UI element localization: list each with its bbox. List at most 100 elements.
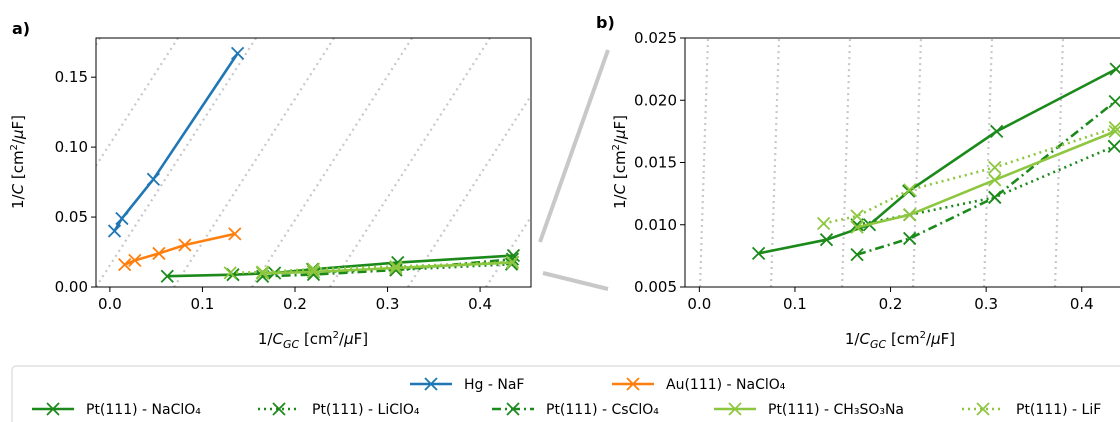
panel-a-ticks: 0.0 0.1 0.2 0.3 0.4 0.00 0.05 0.10 0.15 bbox=[55, 68, 492, 313]
panel-b-point-marker bbox=[1107, 139, 1120, 153]
panel-a-point-marker bbox=[107, 224, 122, 238]
legend-label: Pt(111) - LiClO₄ bbox=[312, 402, 420, 418]
panel-b-point-marker bbox=[988, 173, 1002, 187]
panel-b-guide-line bbox=[698, 38, 710, 287]
panel-a-ytick-label: 0.10 bbox=[55, 138, 88, 156]
panel-a-point-marker bbox=[255, 265, 270, 279]
panel-a-guide-line bbox=[798, 38, 958, 287]
panel-b-xtick-label: 0.4 bbox=[1070, 295, 1094, 313]
panel-b-guide-line bbox=[1053, 38, 1065, 287]
legend-label: Pt(111) - LiF bbox=[1016, 402, 1101, 418]
legend-item-pt-csclo4: Pt(111) - CsClO₄ bbox=[492, 402, 659, 418]
panel-b-point-marker bbox=[816, 216, 831, 231]
panel-b: b) 0.0 0.1 0.2 0.3 0.40.0050.0100.0150.0200.… bbox=[596, 13, 1120, 351]
panel-b-frame bbox=[684, 37, 1120, 288]
panel-b-point-marker bbox=[1109, 62, 1120, 76]
panel-b-point-marker bbox=[903, 183, 917, 197]
panel-a-xtick-label: 0.3 bbox=[376, 295, 400, 313]
panel-b-point-marker bbox=[1108, 121, 1120, 135]
panel-b-point-marker bbox=[751, 246, 766, 261]
panel-b-ylabel: 1/C [cm2/μF] bbox=[611, 115, 629, 209]
panel-a-letter: a) bbox=[12, 19, 30, 38]
panel-a-series-line bbox=[230, 260, 513, 275]
panel-a-series bbox=[107, 46, 521, 284]
panel-a-guide-line bbox=[96, 38, 179, 168]
zoom-connector-top bbox=[538, 49, 610, 243]
panel-a-point-marker bbox=[228, 227, 242, 241]
panel-b-guide-line bbox=[840, 38, 852, 287]
panel-b-ytick-label: 0.010 bbox=[634, 216, 677, 234]
panel-a-point-marker bbox=[152, 246, 166, 261]
panel-b-series-line bbox=[758, 67, 1117, 255]
panel-b-point-marker bbox=[903, 208, 917, 222]
legend-label: Pt(111) - CsClO₄ bbox=[546, 402, 659, 418]
panel-a-series-line bbox=[113, 52, 239, 232]
panel-a-xlabel: 1/CGC [cm2/μF] bbox=[258, 330, 368, 351]
panel-a-point-marker bbox=[505, 255, 520, 269]
panel-a-point-marker bbox=[223, 266, 237, 280]
panel-a-point-marker bbox=[178, 238, 192, 252]
panel-a-frame bbox=[95, 37, 532, 288]
panel-a-point-marker bbox=[115, 211, 129, 226]
panel-a-ylabel: 1/C [cm2/μF] bbox=[9, 115, 27, 209]
legend-item-hg: Hg - NaF bbox=[410, 377, 524, 393]
panel-a-guide-line bbox=[407, 93, 531, 287]
panel-b-series-line bbox=[856, 130, 1116, 229]
panel-a-point-marker bbox=[389, 261, 403, 275]
panel-b-point-marker bbox=[850, 209, 864, 223]
legend-item-pt-liclo4: Pt(111) - LiClO₄ bbox=[258, 402, 420, 418]
panel-b-xtick-label: 0.2 bbox=[879, 295, 903, 313]
panel-b-point-marker bbox=[988, 190, 1002, 204]
panel-a-xtick-label: 0.1 bbox=[191, 295, 215, 313]
panel-a-guide-line bbox=[329, 38, 491, 287]
panel-a-guide-line bbox=[485, 214, 531, 287]
panel-b-point-marker bbox=[903, 231, 917, 246]
panel-b-ytick-label: 0.005 bbox=[634, 278, 677, 296]
panel-b-series-line bbox=[823, 126, 1116, 225]
panel-a-point-marker bbox=[146, 172, 161, 186]
panel-a-point-marker bbox=[306, 262, 321, 276]
panel-b-xlabel: 1/CGC [cm2/μF] bbox=[845, 330, 955, 351]
legend-item-pt-lif: Pt(111) - LiF bbox=[962, 402, 1101, 418]
panel-a-xtick-label: 0.2 bbox=[283, 295, 307, 313]
panel-b-point-marker bbox=[819, 233, 834, 247]
legend: Hg - NaF Au(111) - NaClO₄ Pt(111) - NaClO₄… bbox=[11, 365, 1120, 422]
panel-a-guide-line bbox=[96, 38, 257, 287]
panel-a-point-marker bbox=[389, 259, 403, 274]
panel-b-ticks: 0.0 0.1 0.2 0.3 0.4 0.005 0.010 0.015 0.020 0.025 bbox=[634, 29, 1094, 313]
panel-a-ytick-label: 0.00 bbox=[55, 278, 88, 296]
panel-a-ytick-label: 0.05 bbox=[55, 208, 88, 226]
panel-b-xtick-label: 0.0 bbox=[687, 295, 711, 313]
panel-a-xtick-label: 0.0 bbox=[98, 295, 122, 313]
panel-b-xtick-label: 0.1 bbox=[783, 295, 807, 313]
panel-a-ytick-label: 0.15 bbox=[55, 68, 88, 86]
panel-b-point-marker bbox=[1108, 94, 1120, 109]
legend-label: Hg - NaF bbox=[464, 377, 524, 393]
panel-a-point-marker bbox=[306, 265, 321, 279]
panel-a-guide-lines bbox=[96, 38, 958, 287]
panel-a-guide-line bbox=[251, 38, 413, 287]
legend-label: Au(111) - NaClO₄ bbox=[666, 377, 786, 393]
legend-label: Pt(111) - CH₃SO₃Na bbox=[768, 402, 904, 418]
panel-a-guide-line bbox=[720, 38, 880, 287]
panel-b-ytick-label: 0.015 bbox=[634, 154, 677, 172]
panel-b-point-marker bbox=[850, 247, 864, 262]
legend-label: Pt(111) - NaClO₄ bbox=[86, 402, 201, 418]
panel-a-guide-line bbox=[173, 38, 335, 287]
zoom-connector-bottom bbox=[542, 271, 609, 291]
panel-a-series-line bbox=[262, 261, 513, 275]
panel-a-xtick-label: 0.4 bbox=[468, 295, 492, 313]
legend-item-au: Au(111) - NaClO₄ bbox=[612, 377, 786, 393]
panel-b-point-marker bbox=[850, 220, 864, 234]
panel-b-series bbox=[751, 62, 1120, 262]
panel-b-ytick-label: 0.020 bbox=[634, 91, 677, 109]
panel-a-point-marker bbox=[230, 46, 245, 61]
panel-a-point-marker bbox=[118, 257, 132, 272]
panel-b-xtick-label: 0.3 bbox=[974, 295, 998, 313]
panel-b-series-line bbox=[856, 100, 1117, 256]
panel-b-letter: b) bbox=[596, 13, 615, 32]
panel-a-point-marker bbox=[128, 253, 142, 268]
panel-b-guide-line bbox=[911, 38, 923, 287]
panel-b-point-marker bbox=[990, 124, 1004, 139]
panel-b-point-marker bbox=[988, 160, 1002, 175]
